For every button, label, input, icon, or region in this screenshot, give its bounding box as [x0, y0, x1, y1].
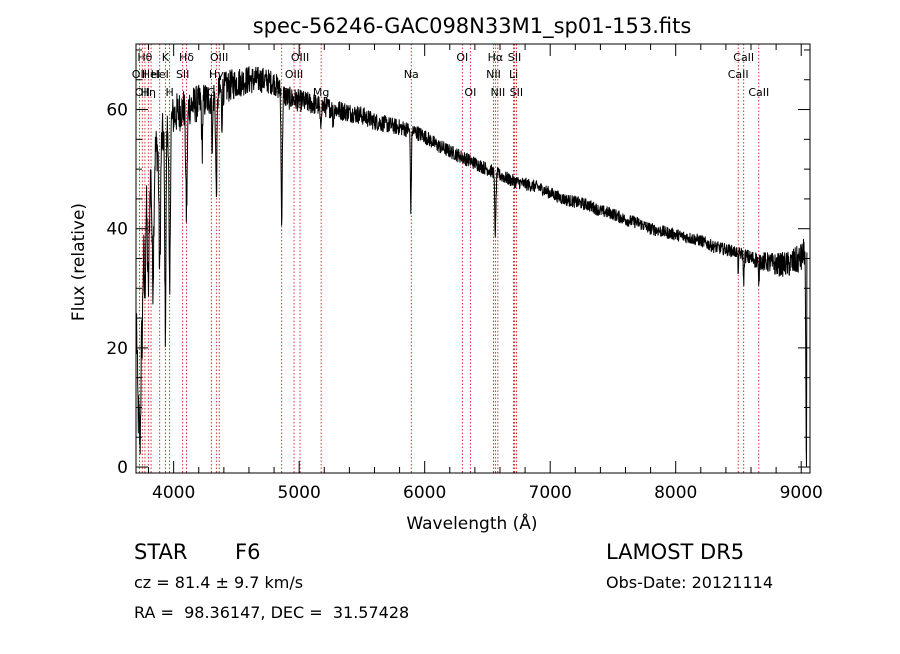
line-marker-label: Hδ: [179, 51, 194, 64]
x-axis: 4000 5000 6000 7000 8000 9000: [148, 44, 823, 503]
line-marker-label: HeI: [151, 68, 169, 81]
line-marker-label: CaII: [728, 68, 749, 81]
object-subclass: F6: [235, 540, 261, 564]
line-marker-label: H: [165, 86, 173, 99]
y-tick-label: 40: [106, 220, 128, 240]
x-tick-label: 4000: [152, 483, 195, 503]
survey-name: LAMOST DR5: [606, 540, 745, 564]
line-marker-label: SII: [508, 51, 521, 64]
line-marker-label: HeI: [142, 68, 160, 81]
line-marker-label: Mg: [313, 86, 329, 99]
chart-title: spec-56246-GAC098N33M1_sp01-153.fits: [253, 14, 692, 39]
y-axis-label: Flux (relative): [69, 203, 89, 321]
line-marker-label: Hθ: [137, 51, 152, 64]
x-tick-label: 7000: [529, 483, 572, 503]
line-marker-label: OIII: [285, 68, 303, 81]
redshift-velocity: cz = 81.4 ± 9.7 km/s: [134, 573, 304, 592]
x-axis-label: Wavelength (Å): [406, 512, 537, 534]
line-marker-label: OII: [135, 86, 150, 99]
y-tick-label: 20: [106, 339, 128, 359]
y-axis: 0 20 40 60: [106, 49, 810, 478]
line-marker-label: Hγ: [209, 68, 224, 81]
line-marker-label: CaII: [748, 86, 769, 99]
line-marker-label: Na: [404, 68, 419, 81]
coordinates: RA = 98.36147, DEC = 31.57428: [134, 603, 410, 622]
line-marker-label: OIII: [291, 51, 309, 64]
line-marker-label: Hα: [488, 51, 504, 64]
x-tick-label: 9000: [780, 483, 823, 503]
line-marker-label: CaII: [733, 51, 754, 64]
spectrum-line: [136, 66, 808, 468]
observation-date: Obs-Date: 20121114: [606, 573, 774, 592]
y-tick-label: 0: [117, 458, 128, 478]
line-marker-label: OIII: [210, 51, 228, 64]
y-tick-label: 60: [106, 101, 128, 121]
line-marker-label: OI: [456, 51, 468, 64]
line-marker-label: SII: [510, 86, 523, 99]
line-marker-label: SII: [176, 68, 189, 81]
line-marker-label: Li: [509, 68, 518, 81]
line-marker-label: K: [162, 51, 170, 64]
line-marker-label: NII: [490, 86, 505, 99]
line-marker-labels: OIIOIIHθHηHeIHeIKHSIIHδGHγOIIIHβOIIIOIII…: [132, 51, 769, 99]
x-tick-label: 6000: [403, 483, 446, 503]
x-tick-label: 5000: [278, 483, 321, 503]
line-marker-label: OI: [464, 86, 476, 99]
object-class: STAR: [134, 540, 188, 564]
line-marker-label: Hη: [141, 86, 156, 99]
line-marker-label: NII: [486, 68, 501, 81]
x-tick-label: 8000: [654, 483, 697, 503]
line-marker-label: G: [207, 86, 216, 99]
